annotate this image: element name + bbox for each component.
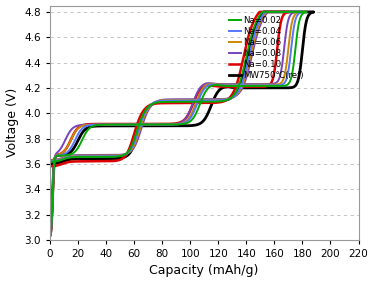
Y-axis label: Voltage (V): Voltage (V): [6, 88, 19, 157]
Legend: Na=0.02, Na=0.04, Na=0.06, Na=0.08, Na=0.10, MW750℃(ref): Na=0.02, Na=0.04, Na=0.06, Na=0.08, Na=0…: [226, 12, 307, 84]
X-axis label: Capacity (mAh/g): Capacity (mAh/g): [150, 264, 259, 277]
